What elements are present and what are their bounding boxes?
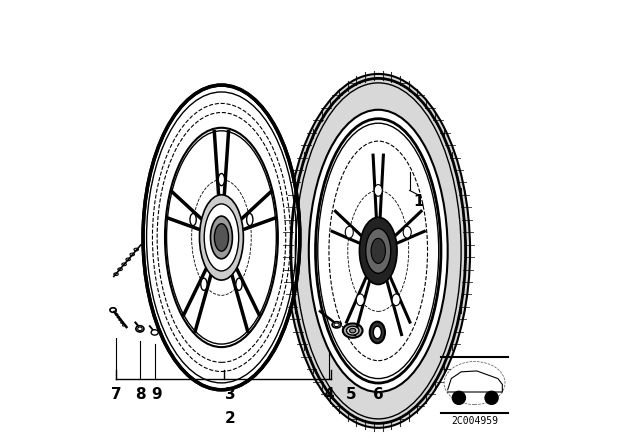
Ellipse shape <box>190 213 196 226</box>
Ellipse shape <box>332 322 341 328</box>
Ellipse shape <box>214 224 228 251</box>
Ellipse shape <box>360 217 397 284</box>
Text: 7: 7 <box>111 387 122 402</box>
Text: 2: 2 <box>225 411 236 426</box>
Ellipse shape <box>200 195 243 280</box>
Ellipse shape <box>373 326 381 339</box>
Text: 2C004959: 2C004959 <box>451 416 498 426</box>
Ellipse shape <box>308 110 448 392</box>
Ellipse shape <box>211 216 232 259</box>
Ellipse shape <box>349 328 356 333</box>
Text: 1: 1 <box>413 194 424 209</box>
Text: 9: 9 <box>151 387 162 402</box>
Ellipse shape <box>374 185 382 196</box>
Ellipse shape <box>356 294 364 306</box>
Ellipse shape <box>165 128 278 347</box>
Ellipse shape <box>486 392 497 404</box>
Ellipse shape <box>453 392 465 404</box>
Ellipse shape <box>151 330 158 335</box>
Ellipse shape <box>370 322 385 343</box>
Ellipse shape <box>287 74 470 428</box>
Ellipse shape <box>136 326 144 332</box>
Text: 4: 4 <box>324 387 334 402</box>
Ellipse shape <box>143 85 300 390</box>
Ellipse shape <box>218 173 225 185</box>
Ellipse shape <box>403 226 412 238</box>
Text: 3: 3 <box>225 387 236 402</box>
Ellipse shape <box>110 308 116 312</box>
Text: 8: 8 <box>136 387 146 402</box>
Ellipse shape <box>346 326 359 335</box>
Ellipse shape <box>204 204 239 271</box>
Ellipse shape <box>345 226 353 238</box>
Ellipse shape <box>365 228 391 273</box>
Text: 6: 6 <box>373 387 383 402</box>
Ellipse shape <box>392 294 400 306</box>
Ellipse shape <box>201 278 207 290</box>
Ellipse shape <box>316 119 441 383</box>
Text: 5: 5 <box>346 387 356 402</box>
Ellipse shape <box>371 238 385 263</box>
Ellipse shape <box>246 213 253 226</box>
Ellipse shape <box>236 278 242 290</box>
Ellipse shape <box>343 323 362 338</box>
